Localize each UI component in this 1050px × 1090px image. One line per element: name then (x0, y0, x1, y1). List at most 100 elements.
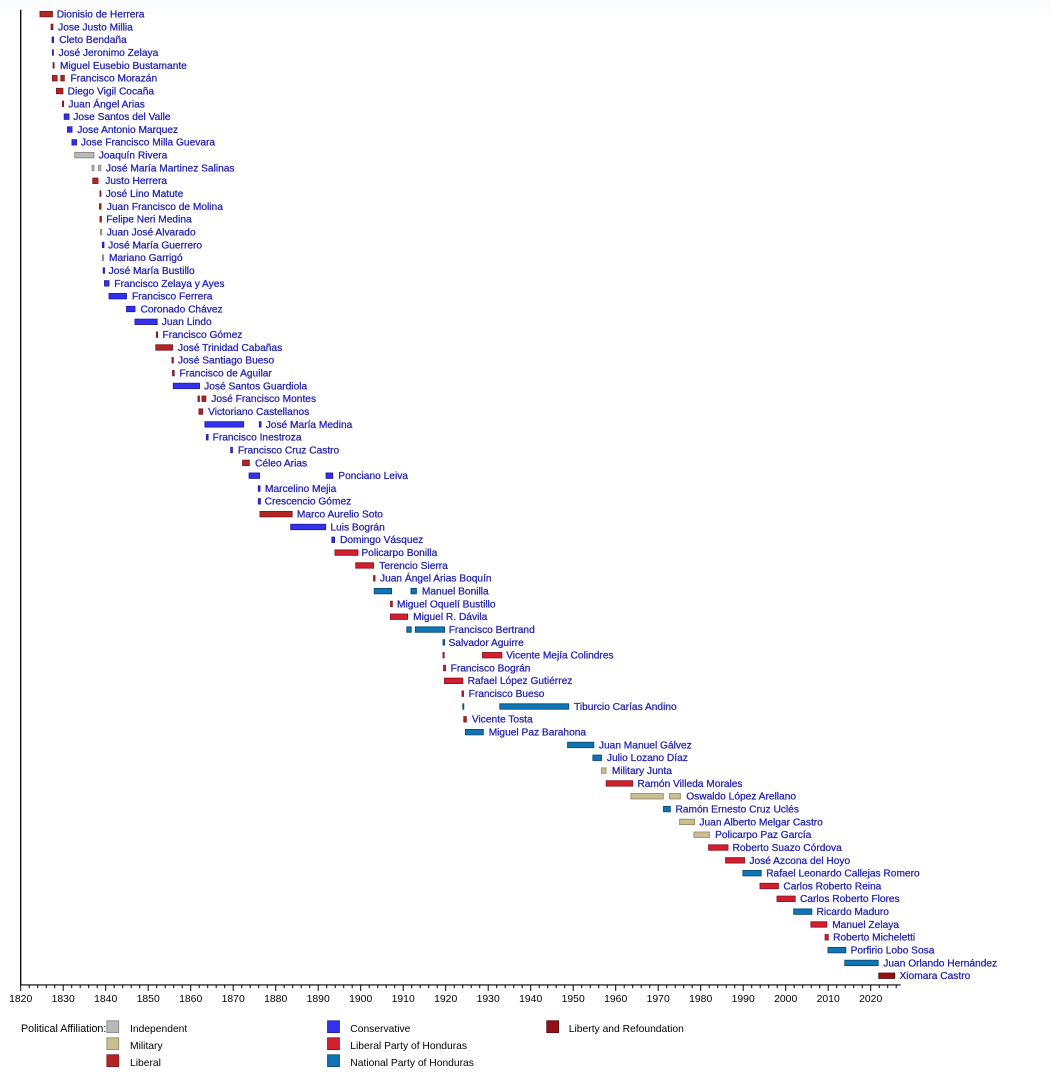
svg-text:Julio Lozano Díaz: Julio Lozano Díaz (607, 753, 688, 764)
svg-text:Francisco Bertrand: Francisco Bertrand (449, 625, 535, 636)
svg-text:Conservative: Conservative (350, 1024, 410, 1035)
svg-text:Coronado Chávez: Coronado Chávez (141, 304, 223, 315)
svg-text:Luis Bográn: Luis Bográn (330, 522, 384, 533)
svg-text:Salvador Aguirre: Salvador Aguirre (449, 638, 525, 649)
svg-text:José María Bustillo: José María Bustillo (109, 266, 195, 277)
svg-text:Porfirio Lobo Sosa: Porfirio Lobo Sosa (851, 946, 935, 957)
svg-text:Roberto Suazo Córdova: Roberto Suazo Córdova (733, 843, 843, 854)
svg-text:National Party of Honduras: National Party of Honduras (350, 1058, 474, 1069)
svg-text:Liberal Party of Honduras: Liberal Party of Honduras (350, 1041, 467, 1052)
svg-text:1900: 1900 (349, 994, 372, 1005)
svg-text:Juan Lindo: Juan Lindo (162, 317, 212, 328)
svg-text:Cleto Bendaña: Cleto Bendaña (59, 35, 127, 46)
svg-text:Political Affiliation:: Political Affiliation: (21, 1023, 106, 1035)
svg-text:1840: 1840 (94, 994, 117, 1005)
svg-text:José María Medina: José María Medina (266, 420, 353, 431)
svg-text:Manuel Bonilla: Manuel Bonilla (422, 586, 489, 597)
svg-text:Vicente Tosta: Vicente Tosta (472, 715, 533, 726)
svg-text:Francisco Cruz Castro: Francisco Cruz Castro (238, 445, 340, 456)
svg-text:Independent: Independent (130, 1024, 187, 1035)
svg-text:Dionisio de Herrera: Dionisio de Herrera (57, 10, 145, 21)
svg-text:Ramón Villeda Morales: Ramón Villeda Morales (637, 779, 742, 790)
svg-text:2000: 2000 (774, 994, 797, 1005)
svg-text:1860: 1860 (179, 994, 202, 1005)
svg-text:Juan Manuel Gálvez: Juan Manuel Gálvez (599, 740, 692, 751)
svg-text:Policarpo Bonilla: Policarpo Bonilla (361, 548, 437, 559)
svg-text:1940: 1940 (519, 994, 542, 1005)
svg-text:1950: 1950 (562, 994, 585, 1005)
svg-text:Tiburcio Carías Andino: Tiburcio Carías Andino (574, 702, 677, 713)
svg-text:2020: 2020 (859, 994, 882, 1005)
svg-text:Roberto Micheletti: Roberto Micheletti (833, 933, 915, 944)
svg-text:Military: Military (130, 1041, 163, 1052)
svg-text:Felipe Neri Medina: Felipe Neri Medina (106, 215, 192, 226)
svg-text:Joaquín Rivera: Joaquín Rivera (99, 151, 168, 162)
svg-text:Miguel Paz Barahona: Miguel Paz Barahona (489, 728, 587, 739)
svg-text:Ponciano Leiva: Ponciano Leiva (338, 471, 408, 482)
svg-text:Juan Francisco de Molina: Juan Francisco de Molina (107, 202, 223, 213)
svg-text:Jose Antonio Marquez: Jose Antonio Marquez (77, 125, 178, 136)
svg-text:Military Junta: Military Junta (612, 766, 672, 777)
svg-text:Jose Santos del Valle: Jose Santos del Valle (73, 112, 171, 123)
svg-text:Francisco Bueso: Francisco Bueso (469, 689, 545, 700)
svg-text:Francisco Ferrera: Francisco Ferrera (132, 292, 213, 303)
svg-text:1970: 1970 (647, 994, 670, 1005)
svg-text:Miguel Oquelí Bustillo: Miguel Oquelí Bustillo (397, 599, 496, 610)
svg-text:Céleo Arias: Céleo Arias (255, 458, 307, 469)
svg-text:Francisco Inestroza: Francisco Inestroza (213, 433, 302, 444)
svg-text:Domingo Vásquez: Domingo Vásquez (340, 535, 423, 546)
svg-text:Terencio Sierra: Terencio Sierra (379, 561, 448, 572)
svg-text:Crescencio Gómez: Crescencio Gómez (265, 497, 352, 508)
svg-text:Oswaldo López Arellano: Oswaldo López Arellano (686, 792, 796, 803)
svg-text:Juan Orlando Hernández: Juan Orlando Hernández (883, 958, 997, 969)
svg-text:Xiomara Castro: Xiomara Castro (900, 971, 971, 982)
svg-text:1880: 1880 (264, 994, 287, 1005)
svg-text:José Francisco Montes: José Francisco Montes (211, 394, 316, 405)
svg-text:Vicente Mejía Colindres: Vicente Mejía Colindres (506, 651, 613, 662)
svg-text:José María Martinez Salinas: José María Martinez Salinas (106, 163, 235, 174)
svg-text:Francisco Gómez: Francisco Gómez (163, 330, 243, 341)
svg-text:José Santiago Bueso: José Santiago Bueso (178, 356, 275, 367)
svg-text:José Lino Matute: José Lino Matute (106, 189, 184, 200)
svg-text:Juan Ángel Arias: Juan Ángel Arias (68, 97, 144, 110)
svg-text:Carlos Roberto Reina: Carlos Roberto Reina (783, 881, 881, 892)
svg-text:1920: 1920 (434, 994, 457, 1005)
svg-text:1850: 1850 (137, 994, 160, 1005)
svg-text:1890: 1890 (307, 994, 330, 1005)
svg-text:1960: 1960 (604, 994, 627, 1005)
svg-text:José Trinidad Cabañas: José Trinidad Cabañas (178, 343, 282, 354)
svg-text:Francisco de Aguilar: Francisco de Aguilar (180, 369, 273, 380)
svg-text:Juan José Alvarado: Juan José Alvarado (107, 227, 196, 238)
svg-text:Liberal: Liberal (130, 1058, 161, 1069)
svg-text:José María Guerrero: José María Guerrero (108, 240, 202, 251)
svg-text:Ricardo Maduro: Ricardo Maduro (817, 907, 890, 918)
svg-text:1870: 1870 (222, 994, 245, 1005)
svg-text:Juan Ángel Arias Boquín: Juan Ángel Arias Boquín (380, 572, 492, 585)
svg-text:José Jeronimo Zelaya: José Jeronimo Zelaya (59, 48, 159, 59)
svg-text:2010: 2010 (817, 994, 840, 1005)
svg-text:Victoriano Castellanos: Victoriano Castellanos (208, 407, 309, 418)
svg-text:Francisco Zelaya y Ayes: Francisco Zelaya y Ayes (114, 279, 224, 290)
svg-text:Rafael López Gutiérrez: Rafael López Gutiérrez (468, 676, 573, 687)
svg-text:Policarpo Paz García: Policarpo Paz García (715, 830, 812, 841)
svg-text:Jose Justo Millia: Jose Justo Millia (58, 22, 133, 33)
svg-text:Mariano Garrigó: Mariano Garrigó (109, 253, 183, 264)
svg-text:1930: 1930 (477, 994, 500, 1005)
svg-text:Miguel R. Dávila: Miguel R. Dávila (413, 612, 488, 623)
svg-text:Liberty and Refoundation: Liberty and Refoundation (569, 1024, 684, 1035)
svg-text:Marco Aurelio Soto: Marco Aurelio Soto (297, 510, 383, 521)
svg-text:Jose Francisco Milla Guevara: Jose Francisco Milla Guevara (81, 138, 216, 149)
svg-text:Juan Alberto Melgar Castro: Juan Alberto Melgar Castro (699, 817, 823, 828)
svg-text:José Santos Guardiola: José Santos Guardiola (204, 381, 307, 392)
svg-text:Ramón Ernesto Cruz Uclés: Ramón Ernesto Cruz Uclés (676, 804, 799, 815)
svg-text:Miguel Eusebio Bustamante: Miguel Eusebio Bustamante (60, 61, 187, 72)
svg-text:Francisco Bográn: Francisco Bográn (451, 663, 531, 674)
svg-text:1980: 1980 (689, 994, 712, 1005)
svg-text:Francisco Morazán: Francisco Morazán (71, 74, 158, 85)
svg-text:Diego Vigil Cocaña: Diego Vigil Cocaña (68, 86, 155, 97)
svg-text:1990: 1990 (732, 994, 755, 1005)
svg-text:Manuel Zelaya: Manuel Zelaya (832, 920, 899, 931)
svg-text:1830: 1830 (52, 994, 75, 1005)
svg-text:1910: 1910 (392, 994, 415, 1005)
svg-text:Marcelino Mejia: Marcelino Mejia (265, 484, 337, 495)
